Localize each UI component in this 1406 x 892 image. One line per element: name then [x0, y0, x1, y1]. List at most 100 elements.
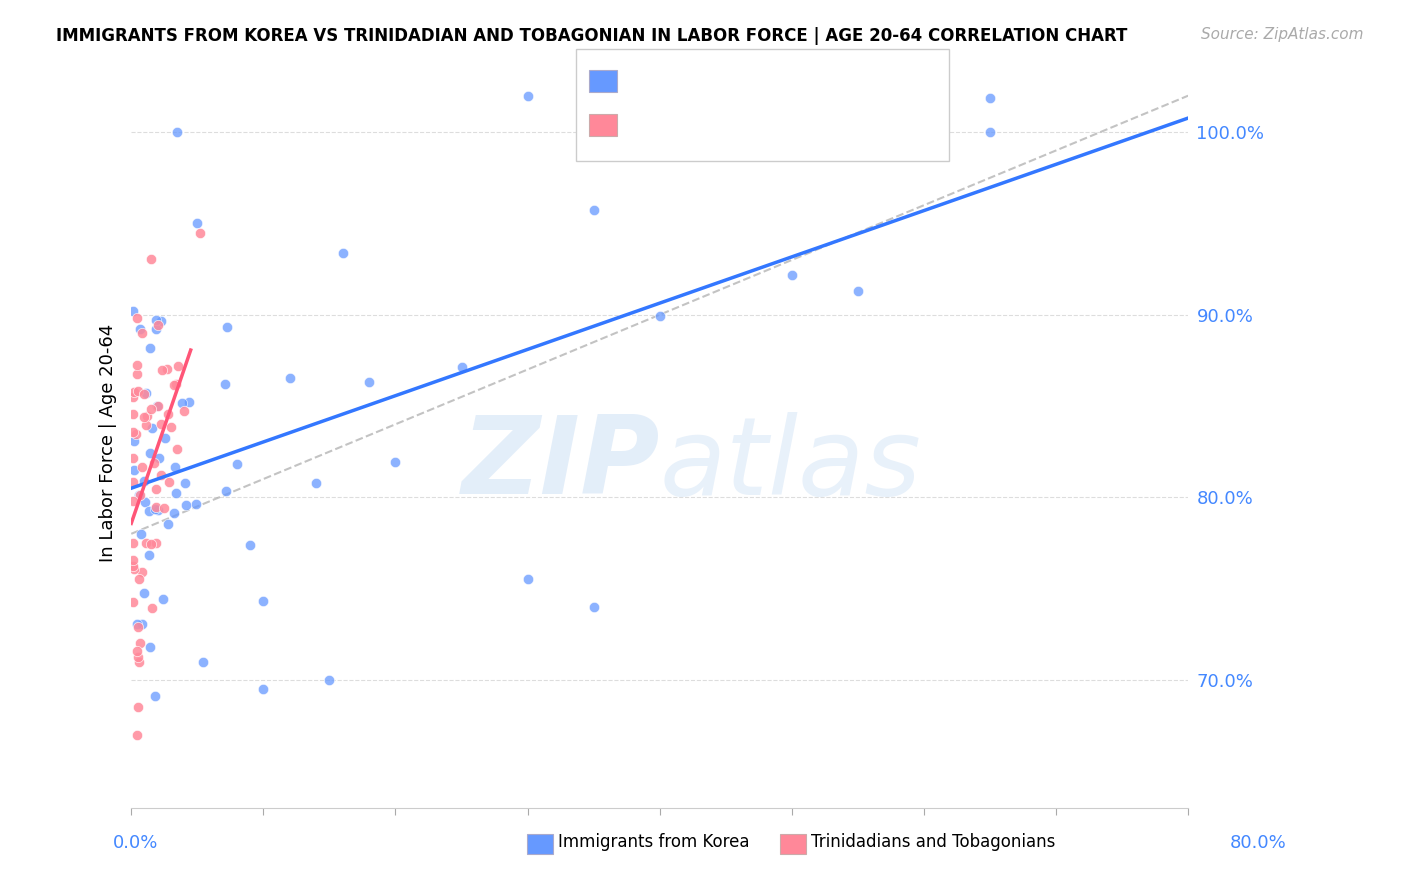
Text: Immigrants from Korea: Immigrants from Korea: [558, 833, 749, 851]
Point: [135, 386, 157, 401]
Point: [318, 673, 340, 687]
Point: [122, 434, 145, 449]
Point: [188, 226, 211, 240]
Point: [214, 377, 236, 392]
Point: [122, 475, 145, 489]
Point: [582, 203, 605, 218]
Text: atlas: atlas: [659, 412, 921, 517]
Y-axis label: In Labor Force | Age 20-64: In Labor Force | Age 20-64: [100, 324, 117, 562]
Point: [215, 320, 238, 334]
Point: [128, 488, 150, 502]
Point: [278, 371, 301, 385]
Point: [127, 620, 149, 634]
Point: [145, 482, 167, 496]
Point: [186, 217, 208, 231]
Point: [173, 403, 195, 417]
Point: [156, 517, 179, 532]
Point: [157, 475, 180, 490]
Point: [138, 341, 160, 355]
Point: [122, 558, 145, 573]
Point: [165, 486, 187, 500]
Point: [152, 592, 174, 607]
Point: [166, 125, 188, 139]
Point: [145, 322, 167, 336]
Point: [135, 418, 157, 433]
Point: [160, 420, 183, 434]
Text: Trinidadians and Tobagonians: Trinidadians and Tobagonians: [811, 833, 1056, 851]
Text: R = 0.463   N = 58: R = 0.463 N = 58: [626, 113, 825, 132]
Point: [129, 636, 152, 650]
Point: [142, 457, 165, 471]
Text: 80.0%: 80.0%: [1230, 834, 1286, 852]
Point: [146, 318, 169, 332]
Point: [129, 322, 152, 336]
Point: [357, 375, 380, 389]
Point: [129, 526, 152, 541]
Point: [131, 460, 153, 475]
Point: [125, 728, 148, 742]
Point: [166, 442, 188, 457]
Point: [131, 616, 153, 631]
Point: [145, 312, 167, 326]
Point: [145, 500, 167, 515]
Point: [450, 359, 472, 374]
Point: [125, 617, 148, 632]
Point: [156, 361, 179, 376]
Point: [127, 700, 149, 714]
Point: [127, 358, 149, 372]
Point: [582, 599, 605, 614]
Point: [170, 396, 193, 410]
Text: IMMIGRANTS FROM KOREA VS TRINIDADIAN AND TOBAGONIAN IN LABOR FORCE | AGE 20-64 C: IMMIGRANTS FROM KOREA VS TRINIDADIAN AND…: [56, 27, 1128, 45]
Point: [157, 407, 180, 421]
Point: [153, 431, 176, 445]
Point: [912, 120, 935, 135]
Point: [165, 460, 187, 475]
Point: [121, 494, 143, 508]
Point: [139, 640, 162, 654]
Point: [131, 566, 153, 580]
Text: Source: ZipAtlas.com: Source: ZipAtlas.com: [1201, 27, 1364, 42]
Point: [135, 536, 157, 550]
Point: [184, 498, 207, 512]
Point: [128, 655, 150, 669]
Point: [163, 506, 186, 520]
Point: [127, 644, 149, 658]
Point: [127, 368, 149, 382]
Point: [167, 359, 190, 373]
Point: [215, 483, 238, 498]
Point: [165, 376, 187, 391]
Point: [128, 572, 150, 586]
Point: [153, 500, 176, 515]
Point: [128, 488, 150, 502]
Text: R = 0.457   N = 64: R = 0.457 N = 64: [626, 69, 825, 87]
Point: [131, 326, 153, 341]
Point: [174, 499, 197, 513]
Point: [132, 586, 155, 600]
Text: 0.0%: 0.0%: [112, 834, 157, 852]
Point: [143, 689, 166, 703]
Point: [127, 384, 149, 398]
Text: ZIP: ZIP: [461, 411, 659, 517]
Point: [226, 457, 249, 471]
Point: [305, 475, 328, 490]
Point: [516, 573, 538, 587]
Point: [143, 501, 166, 516]
Point: [138, 504, 160, 518]
Point: [139, 537, 162, 551]
Point: [121, 303, 143, 318]
Point: [173, 476, 195, 491]
Point: [162, 377, 184, 392]
Point: [146, 399, 169, 413]
Point: [121, 552, 143, 566]
Point: [138, 446, 160, 460]
Point: [132, 409, 155, 424]
Point: [122, 385, 145, 400]
Point: [121, 425, 143, 439]
Point: [125, 310, 148, 325]
Point: [780, 268, 803, 282]
Point: [127, 649, 149, 664]
Point: [332, 246, 354, 260]
Point: [150, 363, 173, 377]
Point: [141, 401, 163, 416]
Point: [121, 390, 143, 404]
